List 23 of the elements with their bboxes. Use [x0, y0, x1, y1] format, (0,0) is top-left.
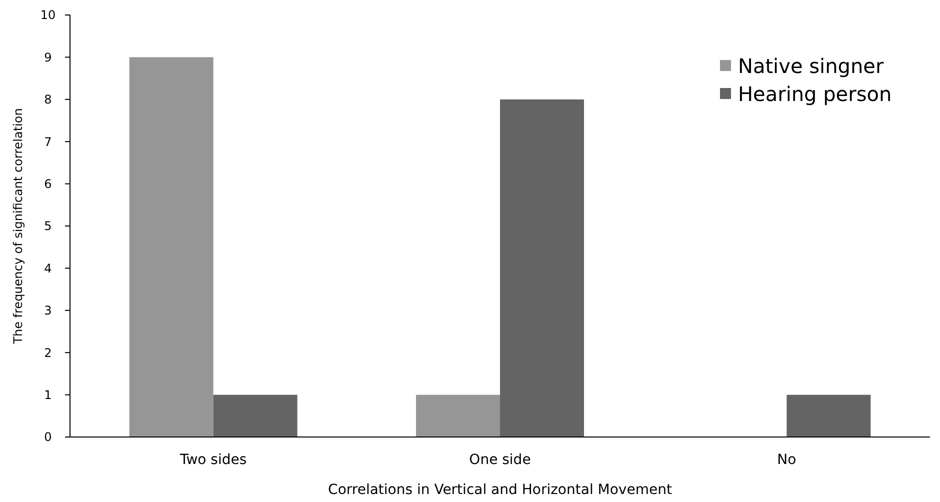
- bar: [129, 57, 214, 437]
- y-tick-label: 4: [44, 261, 52, 276]
- y-tick-label: 10: [40, 8, 56, 22]
- y-axis-title: The frequency of significant correlation: [11, 108, 25, 345]
- legend-label: Hearing person: [738, 82, 892, 106]
- y-tick-label: 7: [44, 134, 52, 149]
- legend-label: Native singner: [738, 54, 884, 78]
- y-tick-label: 8: [44, 92, 52, 107]
- x-tick-label: No: [777, 452, 796, 468]
- bar: [213, 394, 298, 437]
- y-tick-label: 6: [44, 177, 52, 191]
- bar: [500, 99, 584, 437]
- y-tick-label: 1: [44, 388, 52, 402]
- y-tick-label: 0: [44, 430, 52, 444]
- x-tick-label: One side: [469, 452, 531, 468]
- y-tick-label: 2: [44, 346, 52, 360]
- y-tick-label: 5: [44, 219, 52, 234]
- y-tick-label: 9: [44, 50, 52, 64]
- y-tick-label: 3: [44, 304, 52, 318]
- x-tick-label: Two sides: [178, 452, 247, 468]
- bar: [416, 394, 500, 437]
- x-axis-title: Correlations in Vertical and Horizontal Movement: [328, 482, 672, 498]
- bar: [786, 394, 871, 437]
